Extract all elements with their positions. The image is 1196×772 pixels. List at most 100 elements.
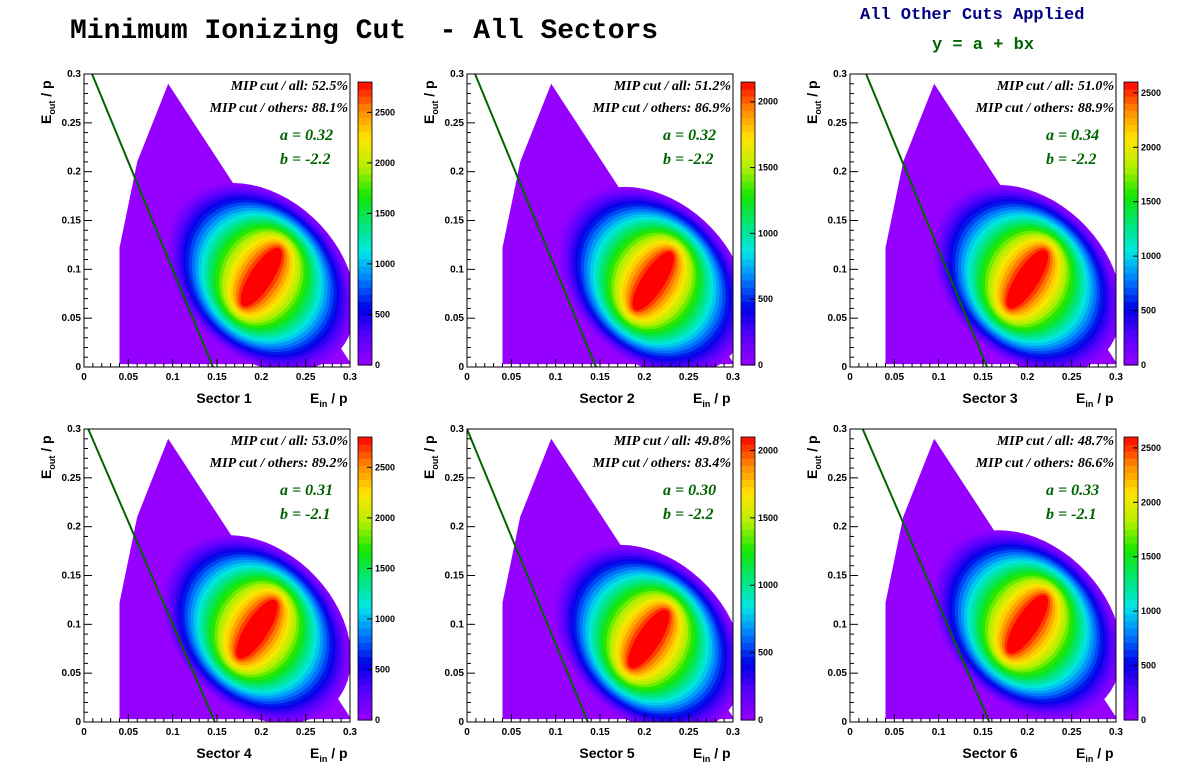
mip-others-text: MIP cut / others: 83.4% (592, 456, 731, 471)
y-tick-label: 0.3 (67, 424, 81, 435)
y-tick-label: 0.15 (828, 216, 848, 227)
x-tick-label: 0.15 (973, 727, 993, 738)
fit-a-text: a = 0.32 (280, 127, 333, 144)
x-tick-label: 0.05 (885, 372, 905, 383)
x-tick-label: 0 (847, 372, 853, 383)
density-contour (628, 609, 670, 669)
x-axis-title: Ein / p (693, 745, 731, 764)
y-tick-label: 0.15 (828, 571, 848, 582)
y-axis-title: Eout / p (38, 80, 57, 124)
y-tick-label: 0.1 (450, 264, 464, 275)
x-axis-title: Ein / p (1076, 745, 1114, 764)
color-scale-label: 1500 (375, 208, 395, 218)
color-scale-label: 1500 (375, 563, 395, 573)
y-tick-label: 0.2 (67, 167, 81, 178)
x-tick-label: 0.25 (1062, 727, 1082, 738)
color-scale-label: 1000 (375, 259, 395, 269)
mip-all-text: MIP cut / all: 52.5% (230, 79, 348, 94)
y-axis-title: Eout / p (421, 435, 440, 479)
fit-a-text: a = 0.31 (280, 482, 333, 499)
y-tick-label: 0.05 (445, 668, 465, 679)
y-tick-label: 0.05 (828, 313, 848, 324)
x-tick-label: 0.1 (549, 372, 563, 383)
color-scale-label: 500 (375, 664, 390, 674)
x-tick-label: 0.15 (590, 727, 610, 738)
x-tick-label: 0.3 (1109, 372, 1123, 383)
color-scale: 0 500 1000 1500 2000 2500 (357, 81, 395, 370)
y-tick-label: 0.1 (833, 619, 847, 630)
color-scale-label: 2000 (1141, 497, 1161, 507)
x-axis-title: Ein / p (310, 390, 348, 409)
color-scale-label: 0 (375, 360, 380, 370)
y-tick-label: 0.05 (62, 313, 82, 324)
color-scale: 0 500 1000 1500 2000 2500 (357, 436, 395, 725)
sector-label: Sector 5 (579, 745, 634, 761)
fit-formula: y = a + bx (932, 36, 1035, 55)
x-tick-label: 0.25 (679, 727, 699, 738)
sector-label: Sector 1 (196, 390, 251, 406)
color-scale-label: 2000 (375, 513, 395, 523)
cuts-note: All Other Cuts Applied (860, 6, 1085, 25)
color-scale-label: 0 (758, 360, 763, 370)
color-scale: 0 500 1000 1500 2000 2500 (1123, 81, 1161, 370)
y-axis-title: Eout / p (804, 80, 823, 124)
color-scale-label: 500 (375, 309, 390, 319)
mip-others-text: MIP cut / others: 86.6% (975, 456, 1114, 471)
fit-line (467, 429, 589, 722)
color-scale-label: 2000 (375, 158, 395, 168)
color-scale-label: 2000 (758, 97, 778, 107)
y-tick-label: 0.05 (445, 313, 465, 324)
x-tick-label: 0.05 (119, 727, 139, 738)
y-axis-title: Eout / p (804, 435, 823, 479)
color-scale-label: 1500 (1141, 197, 1161, 207)
y-axis-title: Eout / p (38, 435, 57, 479)
x-tick-label: 0.3 (343, 727, 357, 738)
color-scale-label: 500 (1141, 306, 1156, 316)
y-tick-label: 0.3 (833, 424, 847, 435)
color-scale-label: 2500 (375, 462, 395, 472)
y-tick-label: 0.15 (445, 216, 465, 227)
sector-panel-4: 0 0.05 0.1 0.15 0.2 0.25 0.3 0 0.05 0.1 0.15 0.2 0.2… (38, 424, 395, 764)
y-tick-label: 0.2 (450, 167, 464, 178)
x-axis-title: Ein / p (310, 745, 348, 764)
mip-all-text: MIP cut / all: 51.2% (613, 79, 731, 94)
y-tick-label: 0.1 (833, 264, 847, 275)
mip-all-text: MIP cut / all: 53.0% (230, 434, 348, 449)
x-tick-label: 0.2 (637, 372, 651, 383)
color-scale-label: 0 (1141, 715, 1146, 725)
x-tick-label: 0.25 (296, 372, 316, 383)
heatmap-density (474, 74, 733, 367)
fit-line (865, 74, 988, 367)
mip-others-text: MIP cut / others: 88.9% (975, 101, 1114, 116)
y-tick-label: 0.05 (62, 668, 82, 679)
fit-a-text: a = 0.33 (1046, 482, 1099, 499)
y-tick-label: 0.3 (833, 69, 847, 80)
sector-panel-3: 0 0.05 0.1 0.15 0.2 0.25 0.3 0 0.05 0.1 0.15 0.2 0.2… (804, 69, 1161, 409)
heatmap-density (861, 429, 1116, 722)
color-scale: 0 500 1000 1500 2000 (740, 81, 778, 370)
x-tick-label: 0.3 (726, 372, 740, 383)
x-tick-label: 0.15 (207, 372, 227, 383)
fit-b-text: b = -2.2 (280, 151, 330, 168)
heatmap-density (87, 429, 350, 722)
color-scale-label: 1500 (1141, 552, 1161, 562)
y-tick-label: 0.3 (450, 69, 464, 80)
density-contour (632, 251, 674, 311)
x-tick-label: 0.1 (932, 727, 946, 738)
fit-a-text: a = 0.30 (663, 482, 716, 499)
mip-all-text: MIP cut / all: 51.0% (996, 79, 1114, 94)
y-tick-label: 0.2 (67, 522, 81, 533)
y-axis-title: Eout / p (421, 80, 440, 124)
y-tick-label: 0.2 (833, 522, 847, 533)
color-scale: 0 500 1000 1500 2000 (740, 436, 778, 725)
sector-panel-2: 0 0.05 0.1 0.15 0.2 0.25 0.3 0 0.05 0.1 0.15 0.2 0.2… (421, 69, 778, 409)
mip-others-text: MIP cut / others: 86.9% (592, 101, 731, 116)
color-scale-label: 500 (758, 294, 773, 304)
y-tick-label: 0.2 (450, 522, 464, 533)
color-scale-label: 0 (1141, 360, 1146, 370)
x-tick-label: 0.1 (166, 727, 180, 738)
color-scale-label: 1500 (758, 163, 778, 173)
density-contour (236, 600, 278, 659)
color-scale-label: 2500 (375, 107, 395, 117)
